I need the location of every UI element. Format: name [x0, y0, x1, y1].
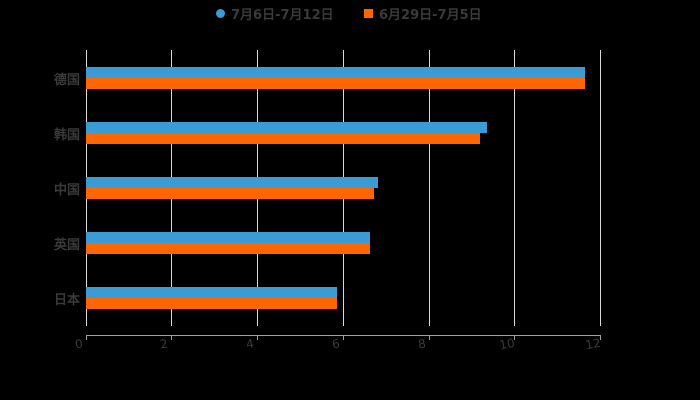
gridline: [429, 50, 430, 326]
y-category-label-china: 中国: [53, 183, 80, 198]
legend-item-week-jun29-jul5[interactable]: 6月29日-7月5日: [364, 4, 482, 23]
x-tick: [257, 335, 258, 340]
bar-china-jun29-jul5[interactable]: [86, 188, 374, 199]
gridline: [600, 50, 601, 326]
y-category-label-japan: 日本: [53, 293, 80, 308]
legend-label: 7月6日-7月12日: [231, 7, 334, 23]
bar-korea-jul6-12[interactable]: [86, 122, 487, 133]
bar-china-jul6-12[interactable]: [86, 177, 379, 188]
x-tick-label: 6: [331, 336, 341, 352]
bar-germany-jun29-jul5[interactable]: [86, 78, 585, 89]
x-tick-label: 0: [74, 336, 84, 352]
bar-korea-jun29-jul5[interactable]: [86, 133, 481, 144]
y-category-label-germany: 德国: [53, 73, 80, 88]
gridline: [514, 50, 515, 326]
x-tick-label: 2: [159, 336, 169, 352]
x-tick: [514, 335, 515, 340]
chart-legend: 7月6日-7月12日 6月29日-7月5日: [0, 4, 700, 23]
x-tick-label: 4: [245, 336, 255, 352]
legend-label: 6月29日-7月5日: [379, 7, 482, 23]
bar-japan-jun29-jul5[interactable]: [86, 298, 337, 309]
x-tick-label: 10: [498, 335, 516, 353]
legend-item-week-jul6-12[interactable]: 7月6日-7月12日: [216, 4, 334, 23]
legend-circle-icon: [216, 8, 225, 18]
x-tick: [171, 335, 172, 340]
legend-square-icon: [364, 8, 373, 18]
bar-japan-jul6-12[interactable]: [86, 287, 337, 298]
x-tick: [86, 335, 87, 340]
x-tick: [600, 335, 601, 340]
bar-germany-jul6-12[interactable]: [86, 67, 585, 78]
x-tick: [343, 335, 344, 340]
y-category-label-uk: 英国: [53, 238, 80, 253]
bar-uk-jul6-12[interactable]: [86, 232, 370, 243]
x-tick-label: 12: [584, 335, 602, 353]
x-tick-label: 8: [417, 336, 427, 352]
bar-uk-jun29-jul5[interactable]: [86, 243, 370, 254]
y-category-label-korea: 韩国: [53, 128, 80, 143]
x-tick: [429, 335, 430, 340]
